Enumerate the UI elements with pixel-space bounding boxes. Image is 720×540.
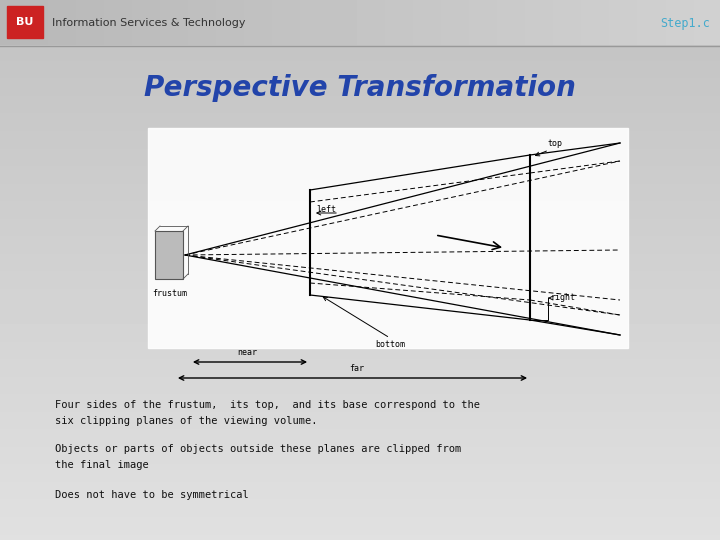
Text: frustum: frustum bbox=[153, 289, 187, 298]
Text: far: far bbox=[349, 364, 364, 373]
Bar bbox=[155, 231, 183, 279]
Text: the final image: the final image bbox=[55, 460, 149, 470]
Text: bottom: bottom bbox=[375, 340, 405, 349]
Text: Information Services & Technology: Information Services & Technology bbox=[52, 18, 246, 28]
Bar bbox=[7, 6, 43, 38]
Bar bbox=[148, 128, 628, 348]
Text: Objects or parts of objects outside these planes are clipped from: Objects or parts of objects outside thes… bbox=[55, 444, 462, 454]
Text: Does not have to be symmetrical: Does not have to be symmetrical bbox=[55, 490, 248, 500]
Text: top: top bbox=[547, 138, 562, 147]
Text: left: left bbox=[316, 206, 336, 214]
Text: Perspective Transformation: Perspective Transformation bbox=[144, 74, 576, 102]
Text: six clipping planes of the viewing volume.: six clipping planes of the viewing volum… bbox=[55, 416, 318, 426]
Text: BU: BU bbox=[17, 17, 34, 27]
Text: Four sides of the frustum,  its top,  and its base correspond to the: Four sides of the frustum, its top, and … bbox=[55, 400, 480, 410]
Text: right: right bbox=[550, 294, 575, 302]
Text: near: near bbox=[237, 348, 257, 357]
Text: Step1.c: Step1.c bbox=[660, 17, 710, 30]
